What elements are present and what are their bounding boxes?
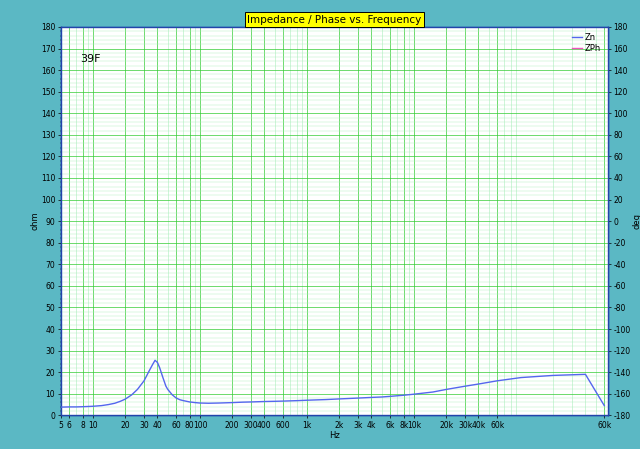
Title: Impedance / Phase vs. Frequency: Impedance / Phase vs. Frequency — [247, 15, 422, 25]
X-axis label: Hz: Hz — [329, 431, 340, 440]
Y-axis label: ohm: ohm — [30, 212, 39, 230]
Y-axis label: deg: deg — [632, 213, 640, 229]
Legend: Zn, ZPh: Zn, ZPh — [572, 33, 601, 53]
Text: 39F: 39F — [80, 54, 100, 64]
